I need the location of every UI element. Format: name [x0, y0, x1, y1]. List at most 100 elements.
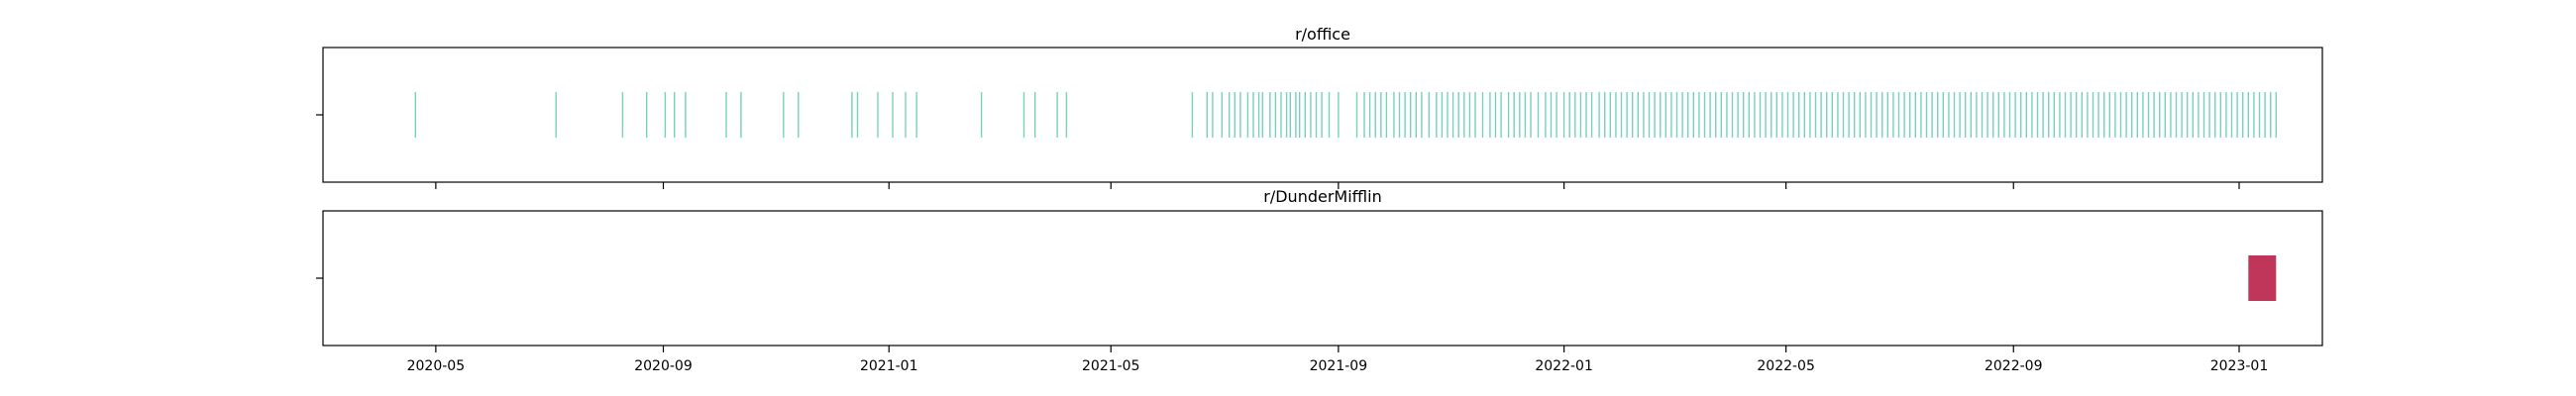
event-line — [2175, 92, 2178, 138]
event-line — [2008, 92, 2011, 138]
x-axis[interactable]: 2020-05 2020-09 2021-01 2021-05 2021-09 2022-… — [407, 346, 2269, 374]
event-line — [1781, 92, 1783, 138]
event-line — [621, 92, 624, 138]
event-line — [2164, 92, 2166, 138]
event-line — [1574, 92, 1576, 138]
event-line — [1410, 92, 1412, 138]
event-line — [1997, 92, 1999, 138]
event-line — [1328, 92, 1331, 138]
event-line — [1355, 92, 1358, 138]
event-line — [798, 92, 800, 138]
event-line — [1842, 92, 1845, 138]
event-line — [1809, 92, 1811, 138]
event-line — [1246, 92, 1249, 138]
event-line — [1865, 92, 1867, 138]
event-line — [1261, 92, 1263, 138]
event-line — [877, 92, 879, 138]
event-line — [1295, 92, 1297, 138]
event-line — [1726, 92, 1728, 138]
event-line — [1451, 92, 1454, 138]
event-line — [1886, 92, 1888, 138]
event-line — [2264, 92, 2266, 138]
event-line — [1404, 92, 1406, 138]
event-line — [2036, 92, 2039, 138]
event-line — [980, 92, 983, 138]
event-line — [1530, 92, 1532, 138]
event-line — [674, 92, 676, 138]
event-line — [2081, 92, 2083, 138]
subplot-office: r/office — [316, 25, 2323, 189]
event-line — [1269, 92, 1271, 138]
event-line — [1948, 92, 1950, 138]
event-line — [2236, 92, 2238, 138]
event-line — [2042, 92, 2044, 138]
event-line — [851, 92, 853, 138]
event-line — [1489, 92, 1491, 138]
event-line — [2070, 92, 2072, 138]
event-line — [414, 92, 416, 138]
event-line — [2214, 92, 2216, 138]
event-line — [1579, 92, 1582, 138]
event-line — [1981, 92, 1984, 138]
plot-frame — [322, 210, 2323, 346]
event-line — [1507, 92, 1510, 138]
x-axis — [435, 182, 2240, 189]
event-line — [2192, 92, 2194, 138]
event-line — [1481, 92, 1484, 138]
event-line — [2219, 92, 2221, 138]
event-line — [1660, 92, 1662, 138]
event-line — [1698, 92, 1700, 138]
event-line — [2059, 92, 2061, 138]
chart-title: r/DunderMifflin — [1263, 187, 1381, 206]
event-line — [1221, 92, 1223, 138]
event-line — [1654, 92, 1656, 138]
subplot-dundermifflin: r/DunderMifflin 2020-05 2020-09 2021-01 202… — [316, 187, 2323, 374]
event-line — [1385, 92, 1388, 138]
event-line — [2031, 92, 2033, 138]
event-line — [1626, 92, 1628, 138]
event-line — [2159, 92, 2161, 138]
event-line — [1034, 92, 1036, 138]
event-line — [2014, 92, 2016, 138]
event-line — [2048, 92, 2050, 138]
event-line — [2142, 92, 2144, 138]
event-line — [1239, 92, 1241, 138]
event-line — [1859, 92, 1861, 138]
event-line — [1798, 92, 1800, 138]
event-line — [1315, 92, 1318, 138]
event-line — [1759, 92, 1762, 138]
event-marks — [2248, 255, 2277, 301]
event-line — [1931, 92, 1933, 138]
event-line — [1598, 92, 1600, 138]
event-line — [1892, 92, 1894, 138]
event-line — [1398, 92, 1401, 138]
event-line — [1632, 92, 1634, 138]
event-line — [856, 92, 859, 138]
event-line — [1562, 92, 1565, 138]
event-line — [1374, 92, 1376, 138]
event-line — [1206, 92, 1208, 138]
event-line — [2270, 92, 2272, 138]
event-line — [1709, 92, 1711, 138]
chart-title: r/office — [1295, 25, 1350, 44]
x-tick-label: 2021-01 — [860, 358, 918, 374]
event-line — [1545, 92, 1547, 138]
event-line — [1415, 92, 1417, 138]
x-tick-label: 2020-09 — [634, 358, 693, 374]
event-line — [1468, 92, 1471, 138]
event-line — [1909, 92, 1911, 138]
event-line — [1675, 92, 1678, 138]
event-line — [905, 92, 907, 138]
event-line — [1421, 92, 1423, 138]
event-line — [1620, 92, 1623, 138]
event-line — [2147, 92, 2150, 138]
event-line — [1304, 92, 1306, 138]
event-line — [2170, 92, 2172, 138]
event-line — [2125, 92, 2127, 138]
event-line — [1897, 92, 1900, 138]
event-line — [2153, 92, 2155, 138]
event-line — [1393, 92, 1395, 138]
event-line — [1615, 92, 1617, 138]
event-line — [1550, 92, 1553, 138]
